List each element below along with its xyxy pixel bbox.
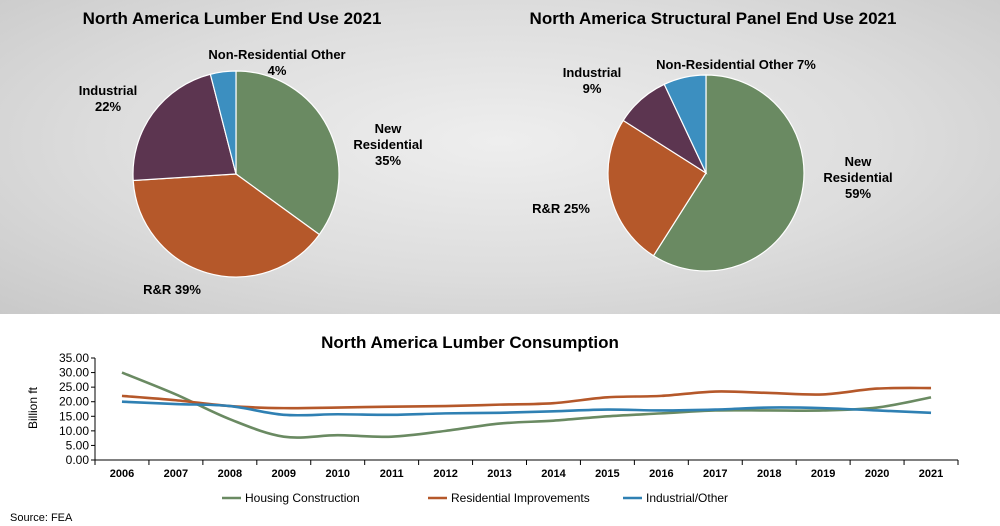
pie2-slice-new-residential — [652, 74, 805, 272]
series-lines — [121, 371, 932, 439]
x-tick-label: 2017 — [703, 468, 727, 480]
legend-label-industrial-other: Industrial/Other — [646, 491, 728, 505]
line-chart-title: North America Lumber Consumption — [321, 333, 619, 352]
pie2-slice-non-residential-other — [663, 74, 707, 174]
pie1-slice-non-residential-other — [209, 70, 237, 175]
x-tick-label: 2006 — [110, 468, 134, 480]
pie1-label-new-residential: New Residential 35% — [353, 121, 422, 168]
pie1-title: North America Lumber End Use 2021 — [83, 9, 382, 28]
pie2-labels: New Residential 59% R&R 25% Industrial 9% Non-… — [532, 57, 893, 216]
pie2-label-non-residential-other: Non-Residential Other 7% — [656, 57, 816, 72]
x-tick-label: 2011 — [380, 468, 404, 480]
x-tick-label: 2008 — [218, 468, 242, 480]
source-note: Source: FEA — [10, 512, 73, 524]
pie-charts-area: North America Lumber End Use 2021 New Res… — [79, 9, 897, 297]
pie2-label-industrial: Industrial 9% — [563, 65, 622, 96]
y-tick-label: 10.00 — [59, 424, 89, 438]
pie1-label-non-residential-other: Non-Residential Other 4% — [208, 47, 345, 78]
y-tick-label: 20.00 — [59, 395, 89, 409]
x-tick-label: 2019 — [811, 468, 835, 480]
pie1-label-industrial: Industrial 22% — [79, 83, 138, 114]
x-axis: 2006 2007 2008 2009 2010 2011 2012 2013 2014 2015… — [94, 459, 959, 480]
legend-label-housing-construction: Housing Construction — [245, 491, 360, 505]
series-line-residential-improvements — [121, 386, 932, 410]
x-tick-label: 2018 — [757, 468, 781, 480]
y-tick-label: 5.00 — [66, 438, 90, 452]
pie1-label-r-r: R&R 39% — [143, 282, 201, 297]
pie1-slice-industrial — [132, 73, 237, 182]
x-tick-label: 2015 — [595, 468, 619, 480]
x-tick-label: 2014 — [541, 468, 566, 480]
y-tick-label: 25.00 — [59, 380, 89, 394]
y-tick-label: 30.00 — [59, 366, 89, 380]
x-tick-label: 2010 — [325, 468, 349, 480]
series-line-industrial-other — [121, 400, 932, 417]
x-tick-label: 2012 — [433, 468, 457, 480]
x-tick-label: 2009 — [272, 468, 296, 480]
x-tick-label: 2016 — [649, 468, 673, 480]
x-tick-label: 2007 — [164, 468, 188, 480]
legend: Housing Construction Residential Improvem… — [222, 491, 728, 505]
y-axis-label: Billion ft — [26, 386, 40, 429]
y-tick-label: 35.00 — [59, 351, 89, 365]
pie1-labels: New Residential 35% R&R 39% Industrial 22% Non… — [79, 47, 423, 297]
line-chart-area: North America Lumber Consumption Billion… — [10, 333, 959, 524]
pie2-slices — [607, 74, 805, 272]
pie1-slice-r-r — [132, 173, 321, 278]
pie1-slice-new-residential — [235, 70, 340, 236]
y-tick-label: 0.00 — [66, 453, 90, 467]
pie1-slices — [132, 70, 340, 278]
legend-label-residential-improvements: Residential Improvements — [451, 491, 590, 505]
pie2-label-r-r: R&R 25% — [532, 201, 590, 216]
x-tick-label: 2013 — [487, 468, 511, 480]
y-tick-label: 15.00 — [59, 409, 89, 423]
pie2-title: North America Structural Panel End Use 2… — [530, 9, 897, 28]
pie2-slice-r-r — [607, 119, 707, 257]
pie2-label-new-residential: New Residential 59% — [823, 154, 892, 201]
series-line-housing-construction — [121, 371, 932, 439]
x-tick-label: 2021 — [919, 468, 943, 480]
x-tick-label: 2020 — [865, 468, 889, 480]
